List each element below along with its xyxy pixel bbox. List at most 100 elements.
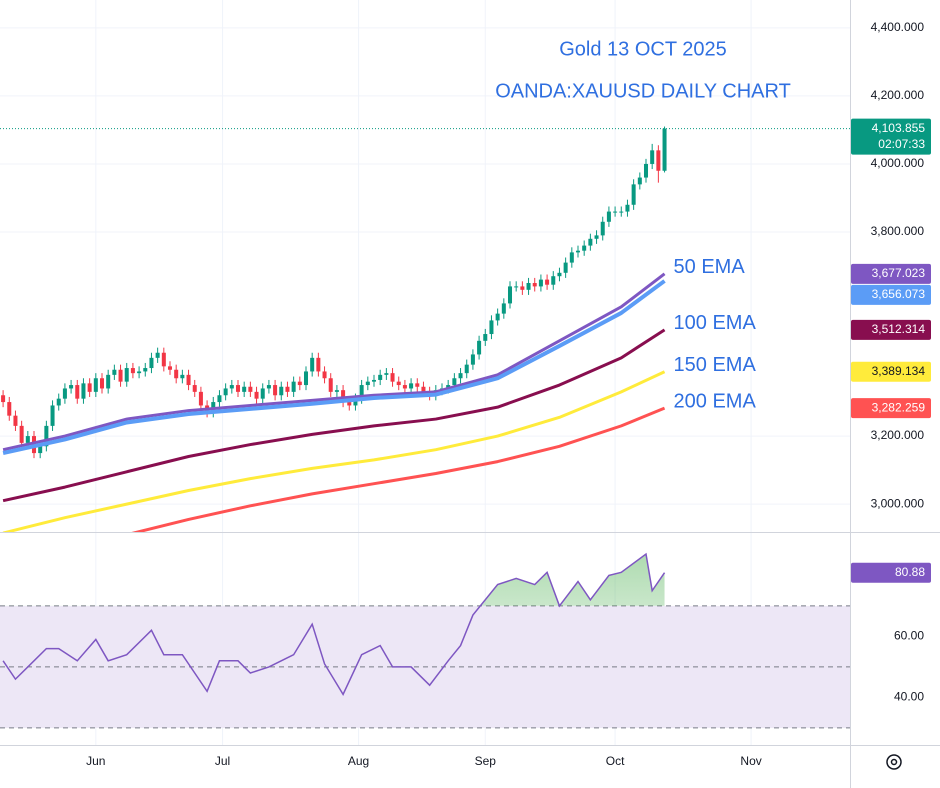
- candle-body: [192, 385, 197, 392]
- candle-body: [625, 204, 630, 212]
- candle-body: [557, 272, 562, 277]
- candle-body: [359, 385, 364, 399]
- candle-body: [316, 357, 321, 372]
- candle-body: [75, 385, 80, 399]
- x-tick-label: Jun: [86, 754, 105, 768]
- candle-body: [495, 313, 500, 321]
- rsi-background: [0, 605, 850, 729]
- value-box: 80.88: [851, 562, 931, 583]
- value-box-label: 4,103.855: [872, 121, 926, 135]
- value-box-bg: [851, 263, 931, 284]
- candle-body: [464, 364, 469, 374]
- candle-body: [248, 386, 253, 392]
- value-box-bg: [851, 398, 931, 419]
- candle-body: [477, 340, 482, 355]
- value-box-label: 3,512.314: [872, 322, 926, 336]
- candle-body: [507, 286, 513, 304]
- candle-body: [180, 374, 185, 379]
- candle-body: [310, 357, 315, 372]
- candle-body: [25, 436, 30, 443]
- x-tick-label: Aug: [348, 754, 369, 768]
- value-box: 4,103.855 02:07:33: [851, 118, 931, 155]
- candle-body: [260, 388, 265, 399]
- ema-line: [2, 279, 666, 456]
- x-tick-label: Sep: [475, 754, 497, 768]
- candle-body: [106, 374, 111, 389]
- candle-body: [421, 386, 426, 392]
- candle-body: [285, 386, 290, 392]
- value-box: 3,677.023: [851, 263, 931, 284]
- value-box-bg: [851, 562, 931, 583]
- candle-body: [378, 374, 383, 380]
- candle-body: [81, 383, 86, 399]
- candle-body: [637, 177, 642, 185]
- value-box-bg: [851, 319, 931, 340]
- y-tick-label: 4,000.000: [871, 156, 925, 170]
- marks: [0, 126, 850, 696]
- candle-body: [390, 373, 395, 382]
- x-tick-label: Oct: [606, 754, 625, 768]
- candle-body: [575, 250, 581, 253]
- candle-body: [353, 398, 358, 406]
- value-box-label: 3,656.073: [872, 287, 926, 301]
- ema-label: 100 EMA: [674, 312, 757, 334]
- value-box: 3,282.259: [851, 398, 931, 419]
- candle-body: [643, 163, 649, 178]
- candle-body: [384, 373, 389, 375]
- rsi-line: [2, 552, 666, 696]
- overbought-fill: [480, 554, 665, 606]
- ema-line: [2, 370, 666, 532]
- candle-body: [446, 385, 451, 389]
- value-box-label: 02:07:33: [878, 137, 925, 151]
- candle-body: [600, 221, 605, 236]
- candle-body: [483, 334, 488, 341]
- candle-body: [62, 388, 67, 399]
- y-tick-label: 3,000.000: [871, 496, 925, 510]
- candle-body: [489, 320, 494, 335]
- candle-body: [520, 286, 525, 290]
- value-box-label: 3,282.259: [872, 400, 926, 414]
- value-box-label: 3,389.134: [872, 364, 926, 378]
- candle-body: [650, 150, 655, 164]
- candle-body: [161, 352, 166, 367]
- candle-body: [365, 381, 370, 386]
- candle-body: [174, 369, 179, 379]
- candle-body: [341, 390, 346, 403]
- candle-body: [242, 386, 247, 392]
- y-tick-label: 3,200.000: [871, 428, 925, 442]
- x-tick-label: Nov: [740, 754, 761, 768]
- candle-body: [415, 383, 420, 387]
- settings-gear: [886, 754, 902, 770]
- candle-body: [38, 446, 43, 454]
- x-tick-label: Jul: [215, 754, 230, 768]
- candle-body: [167, 366, 173, 370]
- candle-body: [229, 385, 234, 389]
- candle-body: [118, 369, 123, 382]
- settings-icon[interactable]: [886, 754, 902, 770]
- candle-body: [563, 262, 568, 273]
- ema-label: 150 EMA: [674, 354, 757, 376]
- candle-body: [198, 391, 203, 406]
- value-box-label: 80.88: [895, 565, 925, 579]
- rsi-pane: [2, 552, 666, 696]
- candle-body: [254, 391, 259, 399]
- candle-body: [1, 395, 6, 403]
- value-box-bg: [851, 361, 931, 382]
- candle-body: [155, 352, 160, 358]
- candle-body: [112, 369, 117, 375]
- candle-body: [13, 415, 18, 426]
- candle-body: [297, 381, 302, 386]
- price-pane: [1, 126, 667, 532]
- candle-body: [44, 425, 49, 447]
- candle-body: [334, 390, 339, 392]
- candle-body: [279, 386, 284, 396]
- ema-line: [2, 328, 666, 503]
- candle-body: [186, 374, 191, 386]
- candle-body: [545, 279, 550, 285]
- candle-body: [514, 286, 519, 288]
- candle-body: [273, 385, 278, 396]
- candle-body: [266, 385, 271, 389]
- candle-body: [470, 354, 475, 365]
- candle-body: [130, 368, 135, 374]
